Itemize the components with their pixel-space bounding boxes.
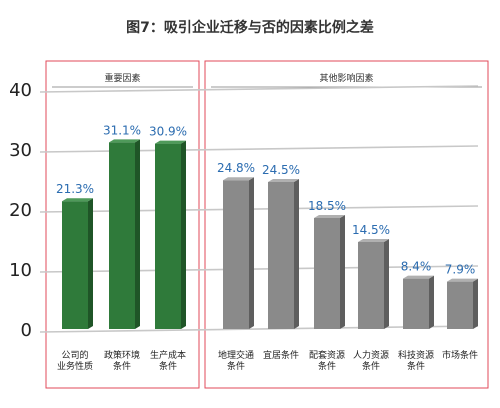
bar-top bbox=[314, 215, 345, 218]
bar-top bbox=[403, 275, 434, 279]
bar bbox=[62, 201, 88, 329]
bar-side bbox=[294, 179, 299, 329]
y-tick-label: 0 bbox=[21, 320, 32, 341]
bar-side bbox=[473, 278, 478, 329]
group-box bbox=[204, 60, 489, 389]
x-category-label: 市场条件 bbox=[442, 349, 478, 361]
x-category-label: 条件 bbox=[159, 360, 177, 372]
chart-title: 图7：吸引企业迁移与否的因素比例之差 bbox=[126, 19, 374, 36]
bar-value-label: 21.3% bbox=[56, 182, 94, 196]
x-category-label: 生产成本 bbox=[150, 349, 186, 361]
bar-side bbox=[249, 177, 254, 329]
group-label: 其他影响因素 bbox=[319, 72, 373, 84]
bar-value-label: 31.1% bbox=[103, 123, 141, 137]
group-box bbox=[45, 60, 200, 389]
y-tick-label: 30 bbox=[9, 140, 32, 161]
x-category-label: 公司的 bbox=[61, 349, 88, 361]
x-category-label: 人力资源 bbox=[353, 349, 389, 361]
bar-side bbox=[88, 198, 93, 329]
group-label: 重要因素 bbox=[104, 72, 140, 84]
bar bbox=[314, 218, 340, 329]
bar-value-label: 24.5% bbox=[262, 163, 300, 177]
bar-side bbox=[340, 215, 345, 329]
y-tick-label: 10 bbox=[9, 260, 32, 281]
bar-value-label: 7.9% bbox=[445, 263, 476, 277]
bar-side bbox=[429, 275, 434, 329]
bar-side bbox=[384, 239, 389, 329]
gridline bbox=[39, 85, 479, 93]
bar-top bbox=[155, 140, 186, 144]
bar-value-label: 24.8% bbox=[217, 161, 255, 175]
x-category-label: 科技资源 bbox=[398, 349, 434, 361]
x-category-label: 条件 bbox=[227, 360, 245, 372]
bar-value-label: 14.5% bbox=[352, 223, 390, 237]
x-category-label: 业务性质 bbox=[57, 360, 93, 372]
bar-value-label: 8.4% bbox=[401, 260, 432, 274]
x-category-label: 地理交通 bbox=[218, 349, 254, 361]
x-category-label: 政策环境 bbox=[104, 349, 140, 361]
bar bbox=[358, 242, 384, 329]
bar-side bbox=[181, 140, 186, 329]
x-category-label: 配套资源 bbox=[309, 349, 345, 361]
bar-top bbox=[358, 239, 389, 242]
x-category-label: 条件 bbox=[113, 360, 131, 372]
x-category-label: 条件 bbox=[318, 360, 336, 372]
y-tick-label: 20 bbox=[9, 200, 32, 221]
bar bbox=[268, 182, 294, 329]
bar-side bbox=[135, 139, 140, 329]
bar-value-label: 18.5% bbox=[308, 199, 346, 213]
bar bbox=[403, 278, 429, 329]
x-category-label: 条件 bbox=[407, 360, 425, 372]
bar-value-label: 30.9% bbox=[149, 125, 187, 139]
bar bbox=[155, 143, 181, 329]
bar bbox=[447, 281, 473, 329]
x-category-label: 宜居条件 bbox=[263, 349, 299, 361]
x-category-label: 条件 bbox=[362, 360, 380, 372]
gridline bbox=[39, 145, 479, 153]
bar bbox=[109, 142, 135, 329]
bar-top bbox=[447, 278, 478, 282]
bar bbox=[223, 180, 249, 329]
bar-top bbox=[223, 177, 254, 181]
gridline bbox=[39, 205, 479, 213]
y-tick-label: 40 bbox=[9, 80, 32, 101]
bar-top bbox=[62, 198, 93, 202]
bar-top bbox=[109, 139, 140, 143]
bar-top bbox=[268, 179, 299, 182]
